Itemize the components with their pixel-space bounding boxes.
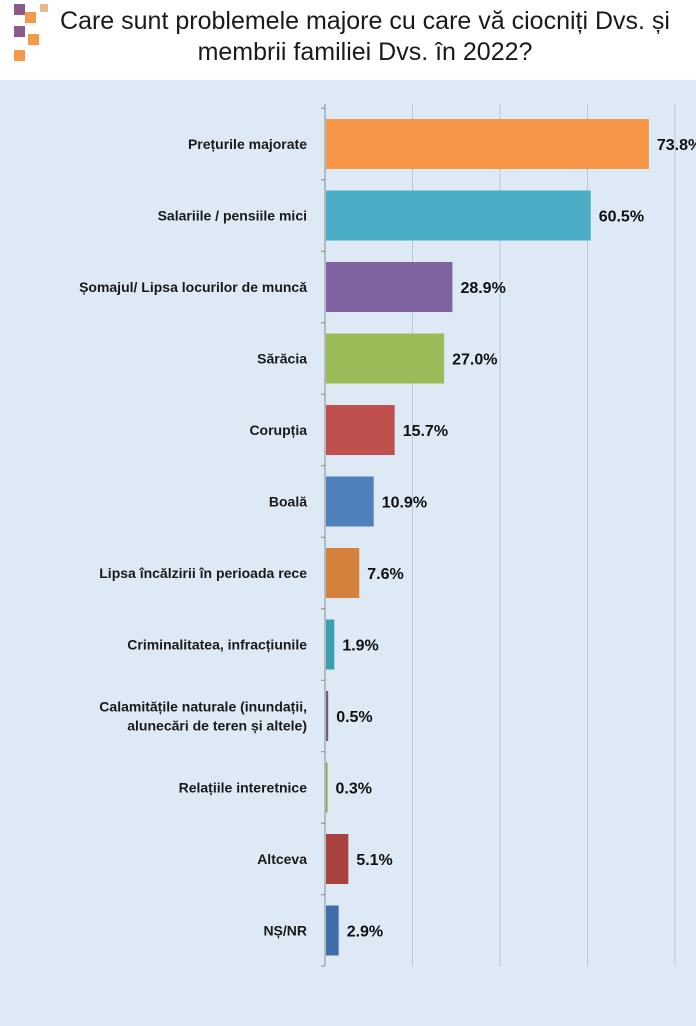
bar xyxy=(326,905,339,956)
value-label: 73.8% xyxy=(657,137,696,154)
bar xyxy=(326,119,649,169)
value-label: 2.9% xyxy=(347,924,383,941)
value-label: 0.3% xyxy=(336,781,372,798)
value-label: 7.6% xyxy=(367,566,403,583)
value-label: 15.7% xyxy=(403,423,448,440)
category-label: Prețurile majorate xyxy=(188,136,307,152)
value-label: 1.9% xyxy=(342,638,378,655)
bar xyxy=(326,262,453,312)
value-label: 0.5% xyxy=(336,709,372,726)
bar xyxy=(326,548,360,598)
bar xyxy=(326,333,445,384)
category-label: Șomajul/ Lipsa locurilor de muncă xyxy=(79,279,307,295)
bar xyxy=(326,834,349,884)
value-label: 60.5% xyxy=(599,209,644,226)
category-label: NȘ/NR xyxy=(263,923,307,939)
category-label: Criminalitatea, infracțiunile xyxy=(127,637,307,653)
value-label: 5.1% xyxy=(356,852,392,869)
category-label: alunecări de teren și altele) xyxy=(127,718,307,734)
category-label: Boală xyxy=(269,494,307,510)
title-band: Care sunt problemele majore cu care vă c… xyxy=(0,0,696,78)
category-label: Relațiile interetnice xyxy=(179,780,308,796)
category-label: Altceva xyxy=(257,851,307,867)
bar xyxy=(326,762,328,813)
chart-title: Care sunt problemele majore cu care vă c… xyxy=(60,7,670,66)
category-label: Lipsa încălzirii în perioada rece xyxy=(99,565,307,581)
bar xyxy=(326,405,395,455)
value-label: 28.9% xyxy=(460,280,505,297)
bar xyxy=(326,619,335,670)
category-label: Corupția xyxy=(249,422,307,438)
bar xyxy=(326,190,591,241)
bar xyxy=(326,476,374,527)
category-label: Sărăcia xyxy=(257,351,307,367)
value-label: 27.0% xyxy=(452,352,497,369)
category-label: Calamitățile naturale (inundații, xyxy=(99,699,307,715)
bar xyxy=(326,691,329,741)
category-label: Salariile / pensiile mici xyxy=(158,208,307,224)
value-label: 10.9% xyxy=(382,495,427,512)
